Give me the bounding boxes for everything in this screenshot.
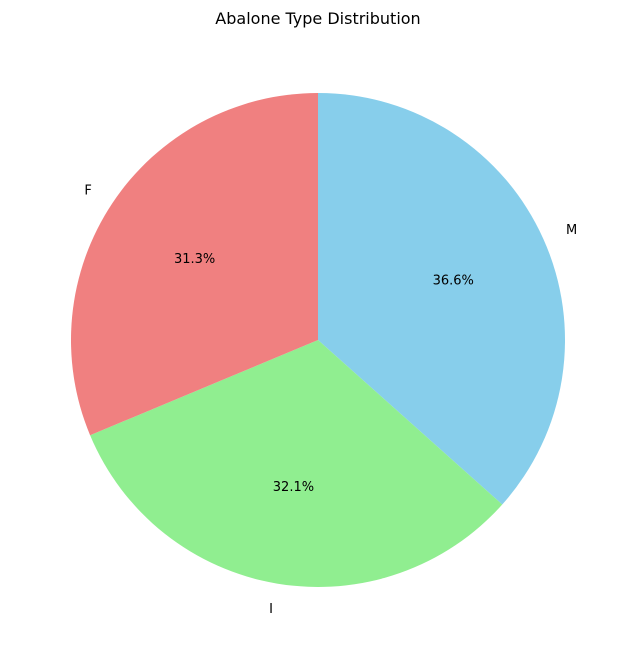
slice-label-i: I	[269, 602, 273, 617]
pie-slice-f	[70, 93, 318, 436]
pct-label-i: 32.1%	[273, 480, 314, 495]
pie-slice-i	[90, 340, 503, 587]
slice-label-f: F	[84, 183, 91, 198]
pie-slice-m	[318, 93, 565, 505]
slice-label-m: M	[566, 223, 577, 238]
chart-title: Abalone Type Distribution	[215, 9, 420, 28]
pie-labels: M 36.6% I 32.1% F 31.3%	[84, 183, 577, 617]
pie-slices	[70, 93, 565, 587]
pct-label-f: 31.3%	[174, 252, 215, 267]
pct-label-m: 36.6%	[433, 273, 474, 288]
